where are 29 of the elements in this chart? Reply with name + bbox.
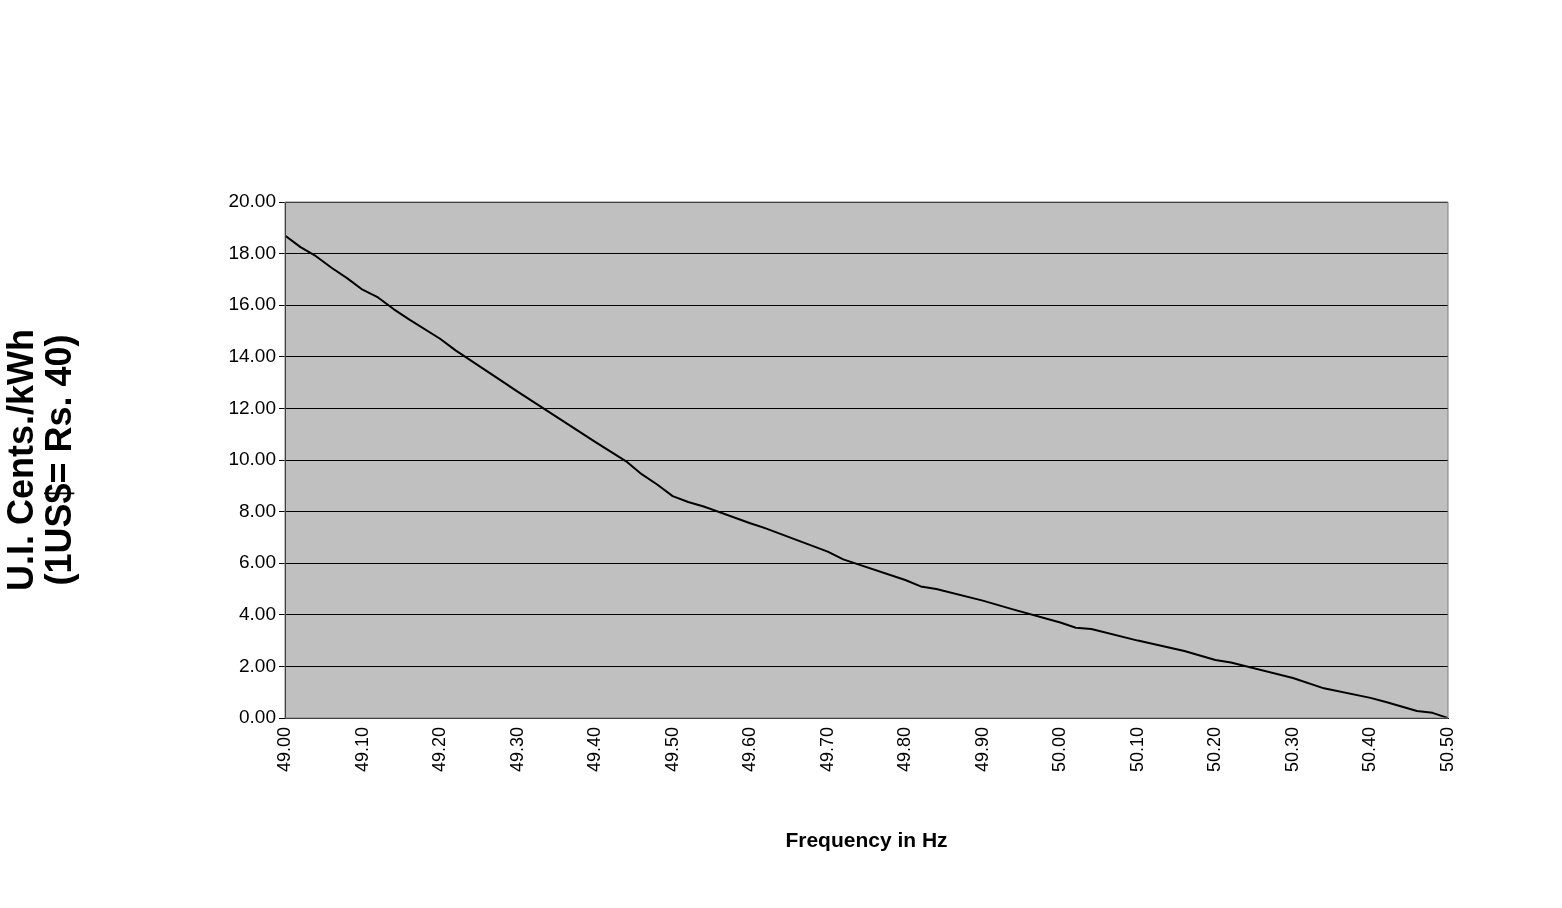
y-tick-label: 10.00 — [228, 448, 276, 470]
x-tick-label: 50.30 — [1281, 727, 1302, 773]
x-tick-label: 50.40 — [1359, 727, 1380, 773]
y-tick-label: 16.00 — [228, 293, 276, 315]
x-tick-label: 49.20 — [429, 727, 450, 773]
y-tick-label: 8.00 — [239, 499, 276, 521]
y-tick-label: 0.00 — [239, 706, 276, 728]
y-tick-label: 12.00 — [228, 396, 276, 418]
y-tick-label: 20.00 — [228, 190, 276, 212]
x-axis-title: Frequency in Hz — [785, 828, 948, 852]
x-tick-label: 49.00 — [273, 727, 294, 773]
y-tick-label: 6.00 — [239, 551, 276, 573]
x-tick-label: 49.10 — [351, 727, 372, 773]
x-tick-label: 50.10 — [1126, 727, 1147, 773]
x-tick-label: 49.90 — [971, 727, 992, 773]
x-tick-label: 49.30 — [506, 727, 527, 773]
x-tick-label: 49.80 — [894, 727, 915, 773]
x-tick-label: 49.60 — [739, 727, 760, 773]
x-tick-label: 50.50 — [1436, 727, 1457, 773]
x-tick-label: 50.00 — [1049, 727, 1070, 773]
x-tick-label: 49.50 — [661, 727, 682, 773]
x-tick-label: 49.70 — [816, 727, 837, 773]
y-tick-label: 2.00 — [239, 654, 276, 676]
y-tick-label: 14.00 — [228, 345, 276, 367]
y-axis-title: U.I. Cents./kWh (1US$= Rs. 40) — [0, 328, 79, 592]
x-tick-label: 50.20 — [1204, 727, 1225, 773]
x-tick-label: 49.40 — [584, 727, 605, 773]
y-tick-label: 4.00 — [239, 603, 276, 625]
y-tick-label: 18.00 — [228, 241, 276, 263]
